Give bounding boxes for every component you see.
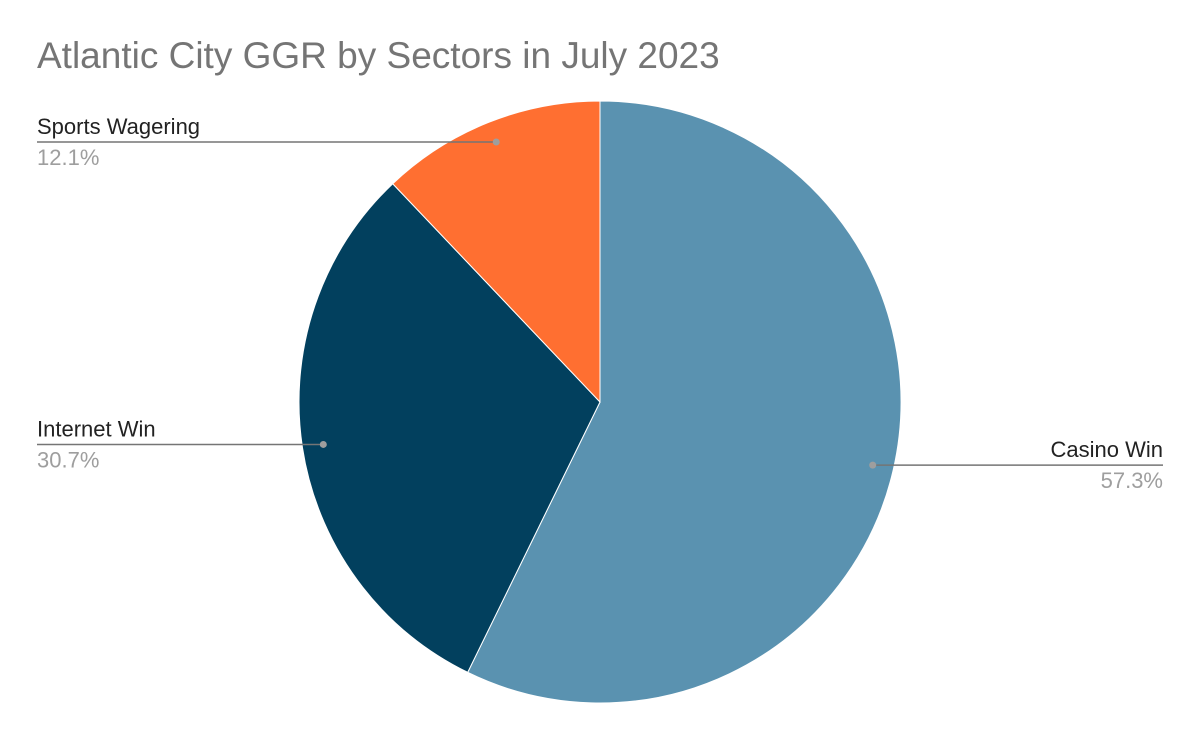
pie-slices [298,100,902,704]
slice-label-casino-win: Casino Win [1051,437,1163,462]
leader-dot-sports-wagering [492,138,500,146]
leader-dot-internet-win [319,440,327,448]
slice-percent-casino-win: 57.3% [1101,468,1163,493]
pie-slice-internet-win [298,183,601,674]
leader-dot-casino-win [869,461,877,469]
slice-label-sports-wagering: Sports Wagering [37,114,200,139]
pie-slice-casino-win [467,100,902,704]
pie-slice-sports-wagering [392,100,601,404]
chart-title: Atlantic City GGR by Sectors in July 202… [37,35,720,76]
slice-percent-internet-win: 30.7% [37,447,99,472]
slice-labels: Casino Win 57.3% Internet Win 30.7% Sports W… [37,114,1163,493]
slice-label-internet-win: Internet Win [37,416,156,441]
slice-percent-sports-wagering: 12.1% [37,145,99,170]
